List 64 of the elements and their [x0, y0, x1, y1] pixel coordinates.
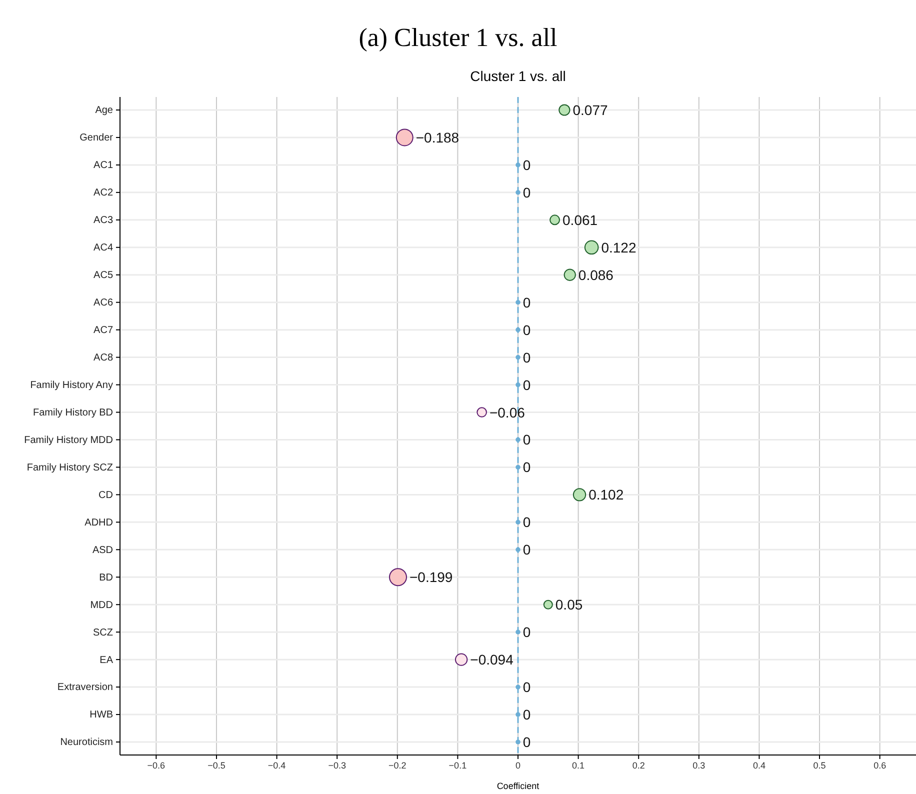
- y-tick-label: Family History BD: [32, 407, 113, 418]
- data-label: −0.199: [409, 569, 453, 586]
- y-tick-label: Gender: [80, 132, 114, 144]
- y-tick-label: AC8: [94, 352, 114, 364]
- y-tick-label: Age: [95, 105, 114, 116]
- data-label: −0.094: [470, 652, 514, 668]
- data-label: 0.077: [572, 102, 608, 118]
- x-tick-label: 0.4: [752, 760, 766, 770]
- data-label: 0: [522, 706, 531, 723]
- y-tick-label: Family History Any: [30, 380, 113, 391]
- y-tick-label: ADHD: [84, 517, 113, 528]
- data-label: 0: [522, 514, 531, 530]
- x-tick-label: −0.3: [328, 760, 346, 770]
- y-tick-label: AC1: [94, 160, 114, 172]
- y-tick-label: AC6: [94, 298, 114, 309]
- y-tick-label: AC4: [94, 242, 114, 254]
- x-axis-title: Coefficient: [496, 781, 540, 791]
- y-tick-label: HWB: [90, 710, 114, 721]
- data-label: 0.061: [562, 212, 598, 228]
- x-tick-label: −0.2: [388, 760, 406, 770]
- x-tick-label: 0.2: [632, 760, 645, 770]
- y-tick-label: AC3: [94, 215, 114, 226]
- data-label: 0: [522, 294, 531, 310]
- data-label: 0: [522, 459, 531, 476]
- data-label: 0: [522, 542, 531, 558]
- data-label: 0: [522, 734, 531, 750]
- y-tick-label: ASD: [92, 544, 113, 556]
- data-label: 0.102: [588, 486, 624, 503]
- x-tick-label: 0: [515, 760, 521, 770]
- chart-title: (a) Cluster 1 vs. all: [358, 23, 558, 52]
- data-label: 0: [522, 376, 531, 393]
- x-tick-label: −0.4: [268, 760, 286, 770]
- data-label: 0: [522, 349, 531, 366]
- y-tick-label: AC2: [94, 188, 114, 199]
- y-tick-label: Family History MDD: [24, 434, 113, 446]
- y-tick-label: EA: [100, 654, 114, 666]
- x-tick-label: −0.5: [208, 760, 226, 770]
- data-label: 0: [522, 156, 531, 173]
- y-tick-label: Family History SCZ: [26, 462, 113, 474]
- y-tick-label: BD: [99, 572, 113, 584]
- y-tick-label: AC7: [94, 325, 114, 336]
- data-label: 0.05: [555, 596, 583, 613]
- y-tick-label: Neuroticism: [60, 737, 113, 748]
- x-tick-label: −0.6: [147, 760, 166, 770]
- y-tick-label: MDD: [90, 600, 113, 611]
- x-tick-label: 0.5: [813, 760, 826, 770]
- chart-subtitle: Cluster 1 vs. all: [470, 68, 566, 84]
- y-tick-label: Extraversion: [57, 682, 113, 694]
- data-label: 0: [522, 322, 531, 338]
- data-label: 0: [522, 432, 531, 448]
- data-label: −0.06: [489, 404, 526, 420]
- data-label: 0.122: [601, 239, 636, 256]
- data-label: 0: [522, 679, 531, 696]
- data-label: 0: [522, 624, 531, 640]
- y-tick-label: CD: [98, 490, 113, 501]
- data-label: −0.188: [416, 129, 460, 146]
- x-tick-label: −0.1: [448, 760, 467, 770]
- x-tick-label: 0.3: [692, 760, 706, 770]
- x-tick-label: 0.1: [572, 760, 585, 770]
- data-label: 0.086: [578, 266, 614, 283]
- y-tick-label: AC5: [94, 270, 114, 282]
- data-label: 0: [522, 184, 531, 200]
- x-tick-label: 0.6: [874, 760, 886, 770]
- y-tick-label: SCZ: [93, 627, 113, 638]
